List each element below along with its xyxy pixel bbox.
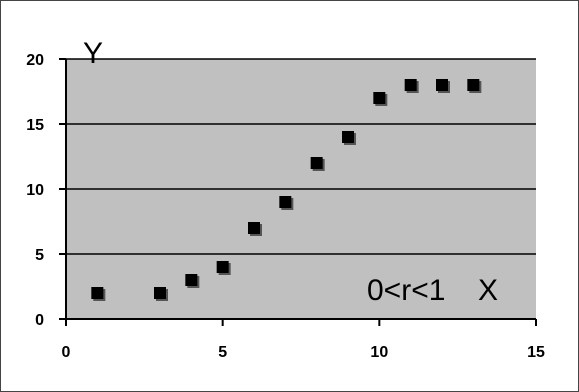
data-points xyxy=(91,79,482,301)
data-point-marker xyxy=(310,157,323,169)
x-tick-label: 10 xyxy=(370,344,388,361)
data-point xyxy=(404,79,419,93)
data-point xyxy=(216,261,231,275)
data-point-marker xyxy=(216,261,229,273)
data-point-marker xyxy=(404,79,417,91)
data-point xyxy=(342,131,356,145)
data-point xyxy=(373,92,388,106)
y-axis-ticks: 0 5 10 15 20 xyxy=(26,52,66,329)
data-point xyxy=(279,196,294,210)
data-point-marker xyxy=(373,92,386,104)
data-point-marker xyxy=(279,196,292,208)
data-point-marker xyxy=(436,79,448,91)
x-tick-label: 5 xyxy=(218,344,227,361)
y-tick-label: 0 xyxy=(35,312,44,329)
gridlines xyxy=(66,58,536,255)
y-axis-title: Y xyxy=(83,37,103,70)
x-axis-title: X xyxy=(478,274,498,307)
data-point xyxy=(436,79,450,93)
data-point xyxy=(91,287,106,301)
x-tick-label: 0 xyxy=(62,344,71,361)
y-tick-label: 20 xyxy=(26,52,44,69)
data-point xyxy=(248,222,262,236)
data-point-marker xyxy=(154,287,166,299)
data-point-marker xyxy=(185,274,198,286)
y-tick-label: 10 xyxy=(26,182,44,199)
x-axis-ticks: 0 5 10 15 xyxy=(62,319,545,361)
data-point xyxy=(467,79,482,93)
data-point-marker xyxy=(91,287,104,299)
data-point xyxy=(154,287,168,301)
y-tick-label: 15 xyxy=(26,117,44,134)
annotation-label: 0<r<1 xyxy=(367,274,445,307)
data-point xyxy=(185,274,200,288)
data-point-marker xyxy=(342,131,354,143)
y-tick-label: 5 xyxy=(35,247,44,264)
x-tick-label: 15 xyxy=(527,344,545,361)
data-point-marker xyxy=(248,222,260,234)
data-point-marker xyxy=(467,79,480,91)
data-point xyxy=(310,157,325,171)
